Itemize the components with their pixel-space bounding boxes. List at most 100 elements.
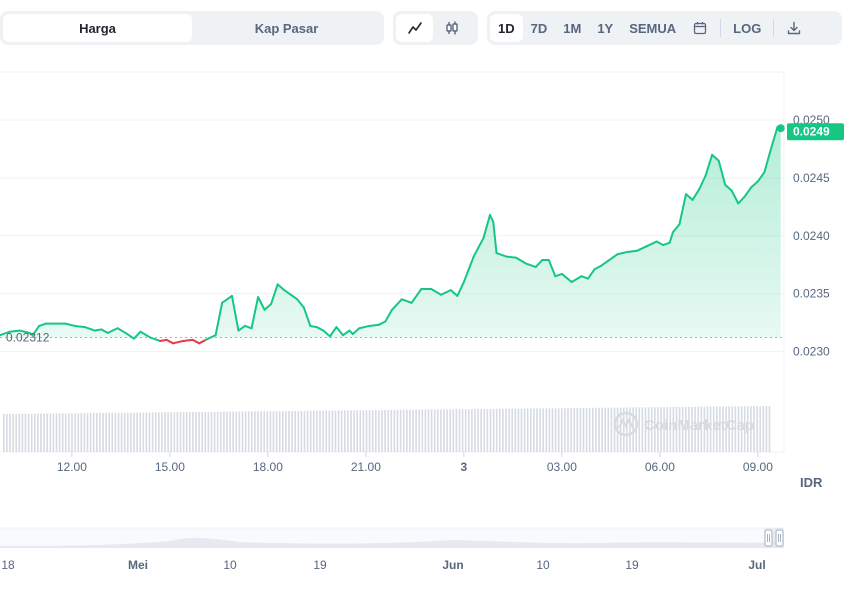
volume-bar	[278, 411, 281, 452]
volume-bar	[719, 406, 721, 452]
volume-bar	[750, 406, 752, 452]
volume-bar	[564, 408, 566, 452]
x-tick-label: 06.00	[645, 460, 675, 474]
volume-bar	[309, 410, 312, 452]
volume-bar	[9, 413, 11, 452]
price-line-segment	[31, 324, 41, 337]
range-1d[interactable]: 1D	[490, 14, 523, 42]
x-axis: 12.00 15.00 18.00 21.00 3 03.00 06.00 09.00	[57, 452, 773, 474]
volume-bar	[480, 409, 482, 452]
volume-bar	[502, 408, 504, 452]
range-navigator[interactable]	[0, 527, 784, 548]
download-button[interactable]	[778, 14, 810, 42]
range-1m[interactable]: 1M	[563, 20, 582, 36]
tab-market-cap[interactable]: Kap Pasar	[254, 20, 319, 36]
price-line-segment	[391, 298, 403, 311]
volume-bar	[632, 407, 634, 452]
volume-bar	[83, 413, 86, 452]
volume-bars	[3, 406, 771, 452]
date-picker-button[interactable]	[684, 14, 716, 42]
volume-bar	[595, 407, 597, 452]
price-line-segment	[430, 287, 442, 296]
price-line-segment	[534, 259, 544, 268]
volume-bar	[282, 411, 284, 452]
line-chart-icon	[407, 22, 422, 34]
price-chart[interactable]: CoinMarketCap 0.02312 0.0230 0.0235 0.0240…	[0, 60, 850, 597]
price-line-segment	[237, 324, 246, 332]
volume-bar	[288, 411, 290, 452]
volume-bar	[356, 410, 358, 452]
price-line-segment	[580, 275, 589, 280]
volume-bar	[55, 413, 58, 452]
volume-bar	[195, 411, 197, 452]
volume-bar	[34, 413, 36, 452]
volume-bar	[681, 406, 684, 452]
volume-bar	[244, 411, 247, 452]
volume-bar	[375, 410, 377, 452]
price-line-segment	[335, 326, 344, 337]
volume-bar	[703, 406, 706, 452]
candlestick-icon	[445, 21, 458, 35]
volume-bar	[629, 407, 631, 452]
price-line-segment	[440, 289, 452, 296]
volume-bar	[650, 407, 653, 452]
log-scale-button[interactable]: LOG	[733, 20, 762, 36]
volume-bar	[437, 409, 439, 452]
price-line-segment	[83, 326, 96, 332]
navigator-label: 10	[223, 558, 237, 572]
range-7d[interactable]: 7D	[530, 20, 548, 36]
x-tick-label: 03.00	[547, 460, 577, 474]
volume-bar	[638, 407, 641, 452]
price-line-segment	[704, 153, 714, 177]
volume-bar	[657, 407, 659, 452]
volume-bar	[505, 408, 507, 452]
volume-bar	[80, 413, 83, 452]
volume-bar	[402, 409, 405, 452]
volume-bar	[99, 412, 101, 452]
volume-bar	[127, 412, 129, 452]
volume-bar	[495, 408, 498, 452]
navigator-handle[interactable]	[764, 529, 773, 547]
line-chart-button[interactable]	[396, 14, 433, 42]
volume-bar	[24, 413, 27, 452]
x-tick-label: 3	[461, 460, 468, 474]
volume-bar	[554, 408, 557, 452]
range-1y[interactable]: 1Y	[597, 20, 614, 36]
volume-bar	[170, 412, 172, 452]
price-line-segment	[309, 324, 318, 329]
x-tick-label: 18.00	[253, 460, 283, 474]
price-line-segment	[100, 328, 109, 334]
price-line-segment	[106, 327, 119, 334]
tab-price[interactable]: Harga	[3, 14, 192, 42]
volume-bar	[399, 409, 402, 452]
volume-bar	[579, 407, 582, 452]
volume-bar	[313, 410, 315, 452]
volume-bar	[65, 413, 67, 452]
volume-bar	[672, 407, 675, 452]
volume-bar	[381, 410, 383, 452]
price-line-segment	[570, 275, 583, 284]
navigator-label: 18	[1, 558, 15, 572]
volume-bar	[588, 407, 591, 452]
price-line-segment	[342, 329, 351, 337]
volume-bar	[229, 411, 231, 452]
volume-bar	[133, 412, 135, 452]
volume-bar	[619, 407, 622, 452]
volume-bar	[316, 410, 318, 452]
range-all[interactable]: SEMUA	[629, 20, 677, 36]
volume-bar	[254, 411, 256, 452]
price-line-segment	[655, 240, 665, 247]
price-area	[0, 127, 781, 338]
navigator-handle[interactable]	[775, 529, 784, 547]
volume-bar	[756, 406, 758, 452]
volume-bar	[300, 410, 303, 452]
volume-bar	[192, 412, 194, 452]
candlestick-button[interactable]	[433, 14, 470, 42]
price-line-segment	[560, 272, 573, 284]
price-line-segment	[524, 262, 537, 268]
price-line-segment	[678, 193, 687, 226]
volume-bar	[303, 410, 306, 452]
volume-bar	[117, 412, 120, 452]
volume-bar	[359, 410, 362, 452]
volume-bar	[626, 407, 628, 452]
